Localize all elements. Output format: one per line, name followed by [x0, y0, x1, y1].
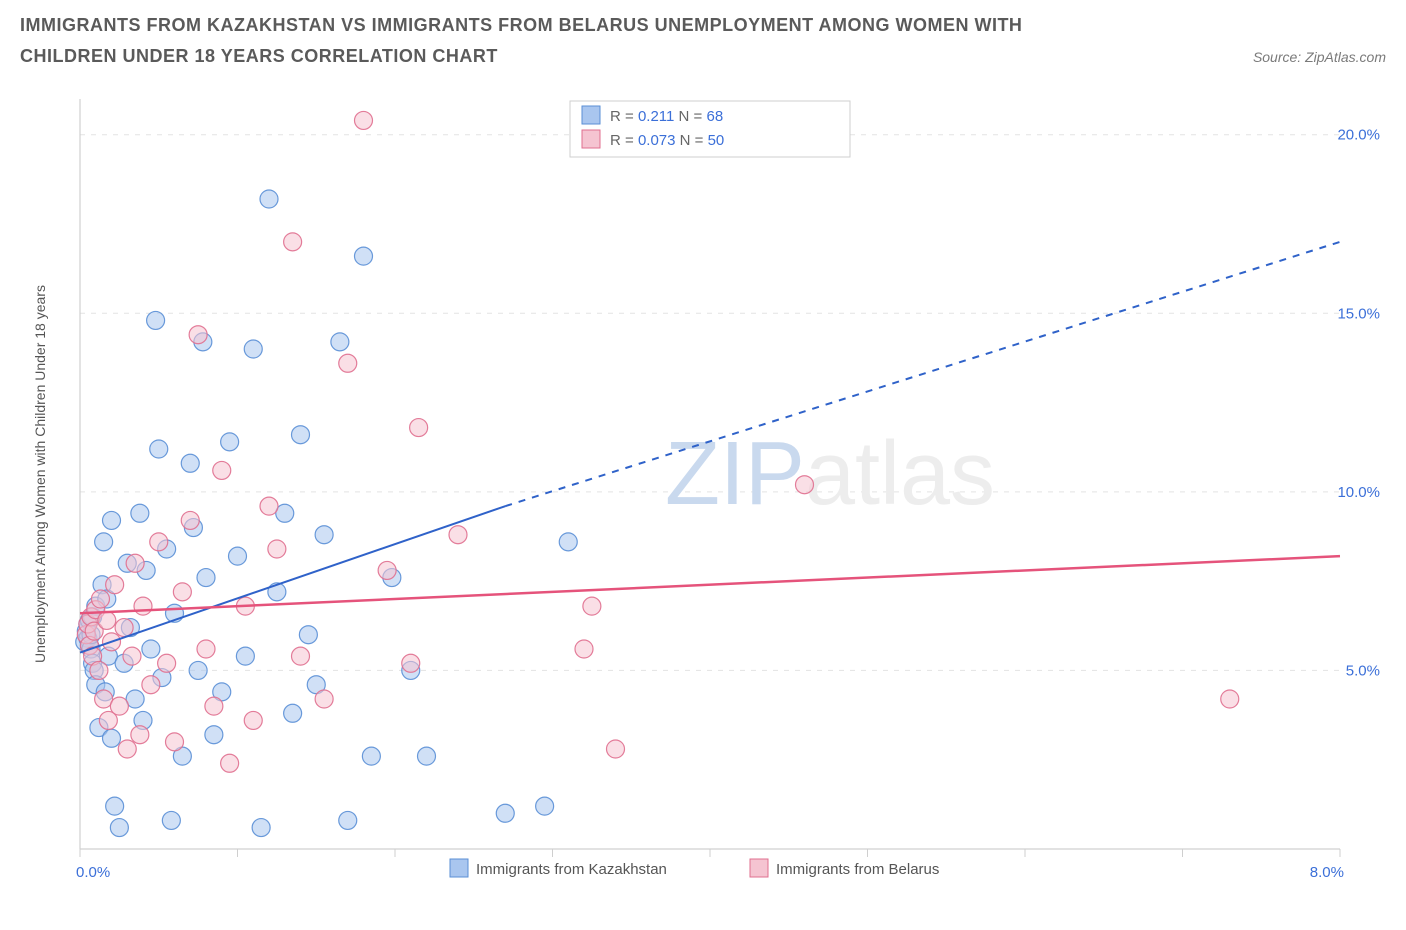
data-point-kazakhstan — [95, 533, 113, 551]
data-point-kazakhstan — [559, 533, 577, 551]
data-point-belarus — [118, 740, 136, 758]
data-point-kazakhstan — [496, 804, 514, 822]
data-point-kazakhstan — [418, 747, 436, 765]
data-point-belarus — [90, 662, 108, 680]
data-point-kazakhstan — [106, 797, 124, 815]
data-point-belarus — [221, 754, 239, 772]
y-axis-title: Unemployment Among Women with Children U… — [32, 285, 48, 663]
bottom-legend-swatch-belarus — [750, 859, 768, 877]
data-point-belarus — [284, 233, 302, 251]
bottom-legend-swatch-kazakhstan — [450, 859, 468, 877]
data-point-kazakhstan — [292, 426, 310, 444]
legend-stats-kazakhstan: R = 0.211 N = 68 — [610, 108, 723, 125]
legend-swatch-kazakhstan — [582, 106, 600, 124]
chart-container: 0.0% 8.0% 5.0% 10.0% 15.0% 20.0% Unemployment … — [20, 79, 1386, 899]
data-point-belarus — [126, 554, 144, 572]
data-point-kazakhstan — [103, 512, 121, 530]
data-point-belarus — [355, 112, 373, 130]
y-tick-label: 10.0% — [1337, 484, 1380, 501]
data-point-belarus — [150, 533, 168, 551]
x-tick-label: 0.0% — [76, 864, 110, 881]
data-point-belarus — [158, 654, 176, 672]
data-point-belarus — [607, 740, 625, 758]
data-point-belarus — [378, 562, 396, 580]
data-point-belarus — [123, 647, 141, 665]
data-point-kazakhstan — [229, 547, 247, 565]
data-point-belarus — [110, 697, 128, 715]
data-point-belarus — [189, 326, 207, 344]
data-point-kazakhstan — [260, 190, 278, 208]
source-credit: Source: ZipAtlas.com — [1253, 49, 1386, 71]
data-point-kazakhstan — [252, 819, 270, 837]
data-point-kazakhstan — [339, 812, 357, 830]
data-point-belarus — [315, 690, 333, 708]
data-point-kazakhstan — [131, 504, 149, 522]
data-point-belarus — [106, 576, 124, 594]
data-point-kazakhstan — [299, 626, 317, 644]
data-point-belarus — [575, 640, 593, 658]
bottom-legend-label-kazakhstan: Immigrants from Kazakhstan — [476, 861, 667, 878]
data-point-belarus — [98, 612, 116, 630]
data-point-belarus — [244, 712, 262, 730]
data-point-belarus — [260, 497, 278, 515]
data-point-belarus — [796, 476, 814, 494]
data-point-kazakhstan — [103, 729, 121, 747]
data-point-kazakhstan — [221, 433, 239, 451]
data-point-belarus — [197, 640, 215, 658]
data-point-belarus — [115, 619, 133, 637]
data-point-kazakhstan — [150, 440, 168, 458]
watermark: ZIPatlas — [665, 424, 995, 524]
data-point-kazakhstan — [244, 340, 262, 358]
data-point-belarus — [91, 590, 109, 608]
data-point-belarus — [449, 526, 467, 544]
data-point-kazakhstan — [110, 819, 128, 837]
data-point-kazakhstan — [162, 812, 180, 830]
data-point-belarus — [583, 597, 601, 615]
chart-title: IMMIGRANTS FROM KAZAKHSTAN VS IMMIGRANTS… — [20, 10, 1120, 71]
data-point-belarus — [134, 597, 152, 615]
data-point-belarus — [213, 462, 231, 480]
data-point-belarus — [173, 583, 191, 601]
data-point-belarus — [402, 654, 420, 672]
data-point-kazakhstan — [331, 333, 349, 351]
data-point-belarus — [166, 733, 184, 751]
data-point-belarus — [410, 419, 428, 437]
data-point-belarus — [292, 647, 310, 665]
scatter-chart: 0.0% 8.0% 5.0% 10.0% 15.0% 20.0% Unemployment … — [20, 79, 1386, 899]
data-point-belarus — [181, 512, 199, 530]
data-point-belarus — [205, 697, 223, 715]
data-point-kazakhstan — [355, 247, 373, 265]
data-point-kazakhstan — [315, 526, 333, 544]
data-point-belarus — [268, 540, 286, 558]
data-point-belarus — [142, 676, 160, 694]
data-point-belarus — [131, 726, 149, 744]
bottom-legend-label-belarus: Immigrants from Belarus — [776, 861, 939, 878]
data-point-kazakhstan — [181, 454, 199, 472]
y-tick-label: 15.0% — [1337, 305, 1380, 322]
data-point-kazakhstan — [284, 704, 302, 722]
legend-stats-belarus: R = 0.073 N = 50 — [610, 132, 724, 149]
y-tick-label: 20.0% — [1337, 127, 1380, 144]
y-tick-label: 5.0% — [1346, 663, 1380, 680]
data-point-belarus — [339, 354, 357, 372]
data-point-kazakhstan — [362, 747, 380, 765]
x-tick-label: 8.0% — [1310, 864, 1344, 881]
data-point-kazakhstan — [189, 662, 207, 680]
data-point-kazakhstan — [236, 647, 254, 665]
data-point-kazakhstan — [197, 569, 215, 587]
data-point-kazakhstan — [536, 797, 554, 815]
data-point-kazakhstan — [142, 640, 160, 658]
data-point-belarus — [1221, 690, 1239, 708]
legend-swatch-belarus — [582, 130, 600, 148]
data-point-kazakhstan — [147, 312, 165, 330]
data-point-kazakhstan — [205, 726, 223, 744]
